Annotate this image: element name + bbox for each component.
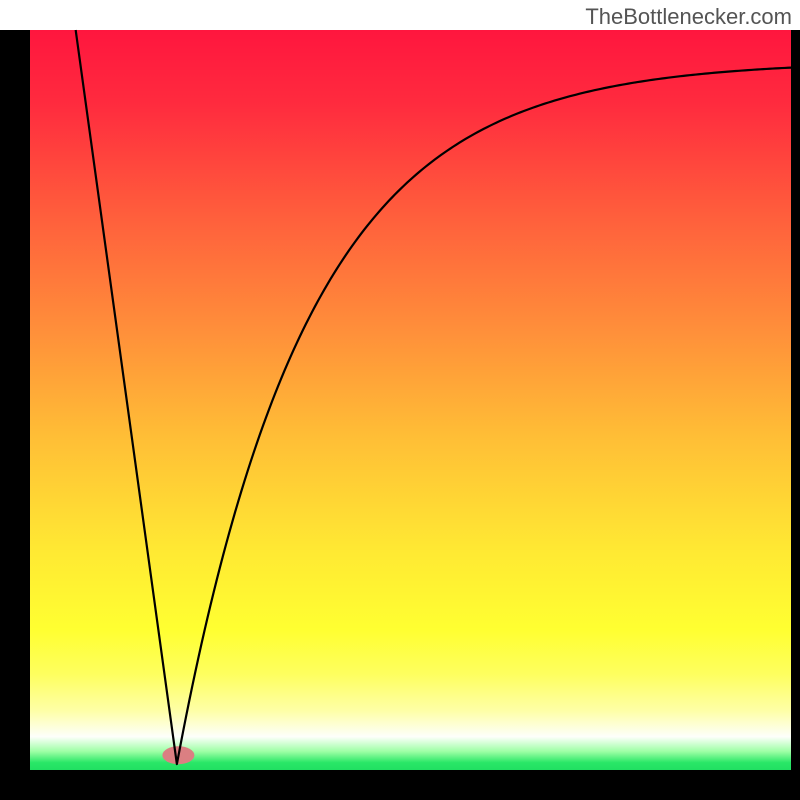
watermark-text: TheBottlenecker.com bbox=[585, 4, 792, 30]
chart-svg bbox=[0, 0, 800, 800]
plot-area bbox=[30, 30, 791, 770]
bottleneck-chart: TheBottlenecker.com bbox=[0, 0, 800, 800]
